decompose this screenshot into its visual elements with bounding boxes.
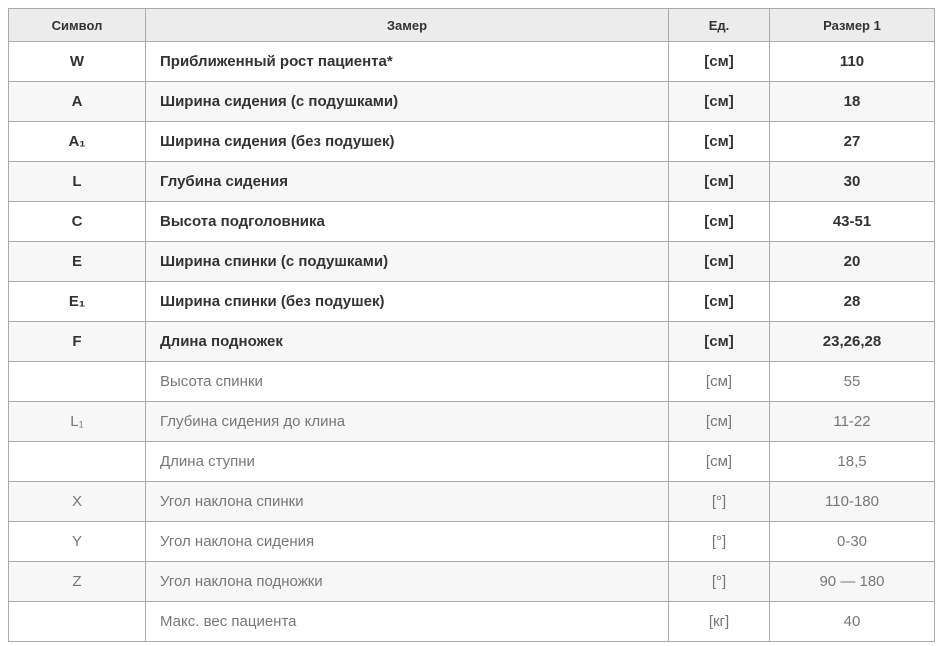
table-row: W Приближенный рост пациента* [см] 110: [8, 41, 935, 82]
measure-cell: Длина ступни: [145, 441, 669, 482]
size1-cell: 40: [769, 601, 935, 642]
size1-cell: 110-180: [769, 481, 935, 522]
measure-cell: Ширина спинки (с подушками): [145, 241, 669, 282]
measure-cell: Приближенный рост пациента*: [145, 41, 669, 82]
size1-cell: 30: [769, 161, 935, 202]
symbol-cell: [8, 361, 146, 402]
table-row: Y Угол наклона сидения [°] 0-30: [8, 521, 935, 562]
measure-cell: Глубина сидения до клина: [145, 401, 669, 442]
symbol-cell: W: [8, 41, 146, 82]
unit-cell: [см]: [668, 321, 770, 362]
unit-cell: [°]: [668, 521, 770, 562]
table-row: X Угол наклона спинки [°] 110-180: [8, 481, 935, 522]
symbol-cell: L₁: [8, 401, 146, 442]
table-row: Длина ступни [см] 18,5: [8, 441, 935, 482]
unit-cell: [°]: [668, 561, 770, 602]
measure-cell: Глубина сидения: [145, 161, 669, 202]
unit-cell: [см]: [668, 161, 770, 202]
unit-cell: [см]: [668, 241, 770, 282]
table-body: W Приближенный рост пациента* [см] 110 A Шири…: [8, 41, 935, 642]
symbol-cell: [8, 601, 146, 642]
unit-cell: [см]: [668, 81, 770, 122]
measure-cell: Макс. вес пациента: [145, 601, 669, 642]
unit-cell: [см]: [668, 361, 770, 402]
measure-cell: Ширина сидения (с подушками): [145, 81, 669, 122]
table-row: Высота спинки [см] 55: [8, 361, 935, 402]
size1-cell: 11-22: [769, 401, 935, 442]
size1-cell: 0-30: [769, 521, 935, 562]
size1-cell: 43-51: [769, 201, 935, 242]
measure-cell: Высота подголовника: [145, 201, 669, 242]
header-row: Символ Замер Ед. Размер 1: [8, 8, 935, 42]
symbol-cell: F: [8, 321, 146, 362]
table-header: Символ Замер Ед. Размер 1: [8, 8, 935, 42]
table-row: Z Угол наклона подножки [°] 90 — 180: [8, 561, 935, 602]
size1-cell: 20: [769, 241, 935, 282]
symbol-cell: A: [8, 81, 146, 122]
table-row: L₁ Глубина сидения до клина [см] 11-22: [8, 401, 935, 442]
unit-cell: [°]: [668, 481, 770, 522]
symbol-cell: Z: [8, 561, 146, 602]
measure-cell: Угол наклона подножки: [145, 561, 669, 602]
table-row: E Ширина спинки (с подушками) [см] 20: [8, 241, 935, 282]
symbol-cell: A₁: [8, 121, 146, 162]
symbol-cell: [8, 441, 146, 482]
column-header-measure: Замер: [145, 8, 669, 42]
table-row: F Длина подножек [см] 23,26,28: [8, 321, 935, 362]
size1-cell: 90 — 180: [769, 561, 935, 602]
unit-cell: [см]: [668, 121, 770, 162]
measure-cell: Угол наклона спинки: [145, 481, 669, 522]
size-spec-table: Символ Замер Ед. Размер 1 W Приближенный …: [8, 8, 935, 642]
size1-cell: 110: [769, 41, 935, 82]
symbol-cell: C: [8, 201, 146, 242]
unit-cell: [см]: [668, 401, 770, 442]
unit-cell: [см]: [668, 201, 770, 242]
measure-cell: Длина подножек: [145, 321, 669, 362]
measure-cell: Ширина спинки (без подушек): [145, 281, 669, 322]
column-header-size1: Размер 1: [769, 8, 935, 42]
size1-cell: 18,5: [769, 441, 935, 482]
size1-cell: 28: [769, 281, 935, 322]
table-row: L Глубина сидения [см] 30: [8, 161, 935, 202]
column-header-symbol: Символ: [8, 8, 146, 42]
symbol-cell: E₁: [8, 281, 146, 322]
size1-cell: 27: [769, 121, 935, 162]
column-header-unit: Ед.: [668, 8, 770, 42]
table-row: A₁ Ширина сидения (без подушек) [см] 27: [8, 121, 935, 162]
table-row: C Высота подголовника [см] 43-51: [8, 201, 935, 242]
size1-cell: 55: [769, 361, 935, 402]
measure-cell: Высота спинки: [145, 361, 669, 402]
table-row: Макс. вес пациента [кг] 40: [8, 601, 935, 642]
symbol-cell: L: [8, 161, 146, 202]
table-row: A Ширина сидения (с подушками) [см] 18: [8, 81, 935, 122]
table-row: E₁ Ширина спинки (без подушек) [см] 28: [8, 281, 935, 322]
measure-cell: Угол наклона сидения: [145, 521, 669, 562]
symbol-cell: Y: [8, 521, 146, 562]
size1-cell: 18: [769, 81, 935, 122]
unit-cell: [кг]: [668, 601, 770, 642]
size1-cell: 23,26,28: [769, 321, 935, 362]
measure-cell: Ширина сидения (без подушек): [145, 121, 669, 162]
unit-cell: [см]: [668, 41, 770, 82]
unit-cell: [см]: [668, 281, 770, 322]
symbol-cell: E: [8, 241, 146, 282]
unit-cell: [см]: [668, 441, 770, 482]
symbol-cell: X: [8, 481, 146, 522]
